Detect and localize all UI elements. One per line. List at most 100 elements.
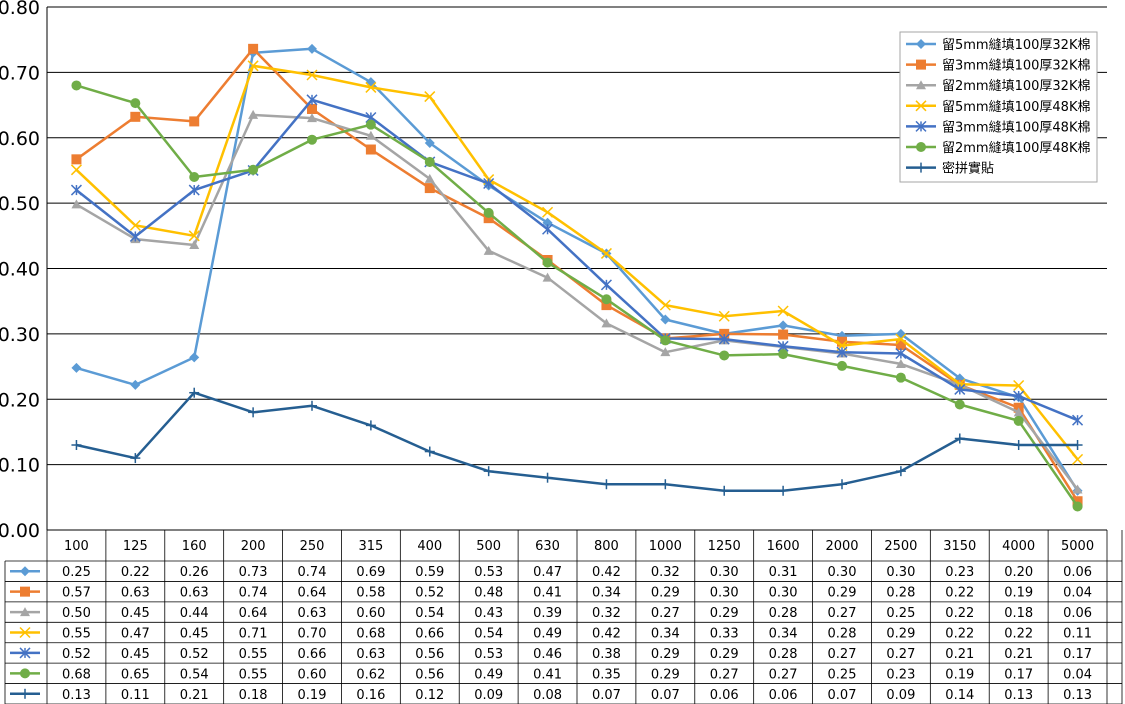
data-point [1072, 414, 1084, 426]
table-cell: 0.53 [474, 647, 503, 662]
table-cell: 0.63 [180, 586, 209, 601]
data-point [71, 362, 82, 373]
table-cell: 0.06 [1063, 565, 1092, 580]
table-cell: 0.29 [651, 647, 680, 662]
table-cell: 0.29 [828, 586, 857, 601]
data-point [895, 372, 906, 383]
data-point [895, 347, 907, 360]
x-tick-label: 250 [300, 539, 325, 554]
table-cell: 0.47 [121, 627, 150, 642]
legend-key-marker [20, 607, 30, 617]
series-line [75, 113, 1079, 491]
table-cell: 0.45 [121, 647, 150, 662]
table-legend-key [10, 647, 40, 659]
marker-stroke [542, 206, 554, 218]
marker-stroke [895, 333, 907, 345]
data-point [424, 183, 435, 194]
data-point [424, 156, 435, 167]
data-point [895, 339, 906, 350]
data-point [1072, 440, 1083, 451]
table-cell: 0.13 [62, 688, 91, 703]
table-cell: 0.46 [533, 647, 562, 662]
table-cell: 0.39 [533, 606, 562, 621]
table-cell: 0.52 [62, 647, 91, 662]
table-cell: 0.07 [592, 688, 621, 703]
table-cell: 0.04 [1063, 667, 1092, 682]
x-tick-label: 1250 [708, 539, 741, 554]
table-cell: 0.62 [356, 667, 385, 682]
data-point [307, 400, 317, 411]
legend-key-marker [20, 566, 30, 577]
table-legend-key [10, 668, 40, 679]
legend-marker [916, 80, 926, 90]
legend-marker [916, 162, 926, 173]
legend-marker [916, 142, 926, 152]
table-cell: 0.18 [1004, 606, 1033, 621]
table-cell: 0.19 [1004, 586, 1033, 601]
data-point [660, 347, 671, 357]
table-cell: 0.14 [945, 688, 974, 703]
table-cell: 0.74 [298, 565, 327, 580]
data-point [424, 446, 435, 457]
data-point [542, 472, 553, 483]
data-point [719, 350, 730, 361]
table-cell: 0.28 [769, 647, 798, 662]
data-point [1013, 379, 1025, 392]
table-cell: 0.60 [298, 667, 327, 682]
table-cell: 0.11 [121, 688, 150, 703]
data-point [365, 81, 377, 93]
data-table: 100 125 160 200 250 315 400 500 630 800 1000 1250 16… [4, 530, 1123, 704]
table-cell: 0.66 [298, 647, 327, 662]
legend-item: 留5mm縫填100厚32K棉 [906, 38, 1090, 53]
table-cell: 0.28 [769, 606, 798, 621]
table-cell: 0.55 [239, 667, 268, 682]
y-tick-label: 0.00 [0, 520, 40, 542]
series-line [76, 84, 1079, 508]
marker-stroke [129, 219, 141, 231]
data-point [71, 440, 82, 451]
table-cell: 0.30 [710, 586, 739, 601]
table-cell: 0.29 [886, 627, 915, 642]
data-point [365, 130, 376, 140]
table-cell: 0.34 [651, 627, 680, 642]
table-cell: 0.45 [121, 606, 150, 621]
data-point [70, 164, 82, 176]
table-cell: 0.29 [710, 647, 739, 662]
legend-key-marker [20, 586, 30, 597]
table-cell: 0.32 [592, 606, 621, 621]
table-cell: 0.30 [769, 586, 798, 601]
data-point [778, 329, 789, 340]
plot-area [70, 43, 1084, 512]
data-point [542, 257, 553, 268]
series-line [76, 391, 1078, 493]
table-cell: 0.07 [651, 688, 680, 703]
data-point [836, 346, 848, 358]
data-point [719, 328, 730, 339]
data-point [542, 223, 554, 235]
data-point [837, 479, 847, 490]
y-tick-label: 0.50 [0, 193, 40, 215]
x-tick-label: 100 [64, 539, 89, 554]
table-cell: 0.55 [239, 647, 268, 662]
table-cell: 0.55 [62, 627, 91, 642]
legend-label: 留5mm縫填100厚32K棉 [942, 38, 1090, 53]
data-point [660, 335, 671, 346]
data-point [130, 453, 141, 464]
data-point [424, 173, 435, 183]
data-point [424, 91, 436, 103]
table-legend-key [10, 688, 40, 699]
legend-item: 留5mm縫填100厚48K棉 [906, 100, 1090, 115]
data-point [483, 213, 494, 224]
data-point [954, 433, 965, 444]
data-point [189, 387, 200, 398]
data-point [1013, 440, 1024, 451]
data-point [778, 485, 789, 496]
legend-key-marker [19, 626, 31, 639]
table-cell: 0.19 [298, 688, 327, 703]
data-point [71, 199, 82, 209]
x-tick-label: 630 [535, 539, 560, 554]
table-cell: 0.50 [62, 606, 91, 621]
data-point [954, 383, 966, 395]
table-cell: 0.04 [1063, 586, 1092, 601]
data-point [601, 294, 612, 305]
